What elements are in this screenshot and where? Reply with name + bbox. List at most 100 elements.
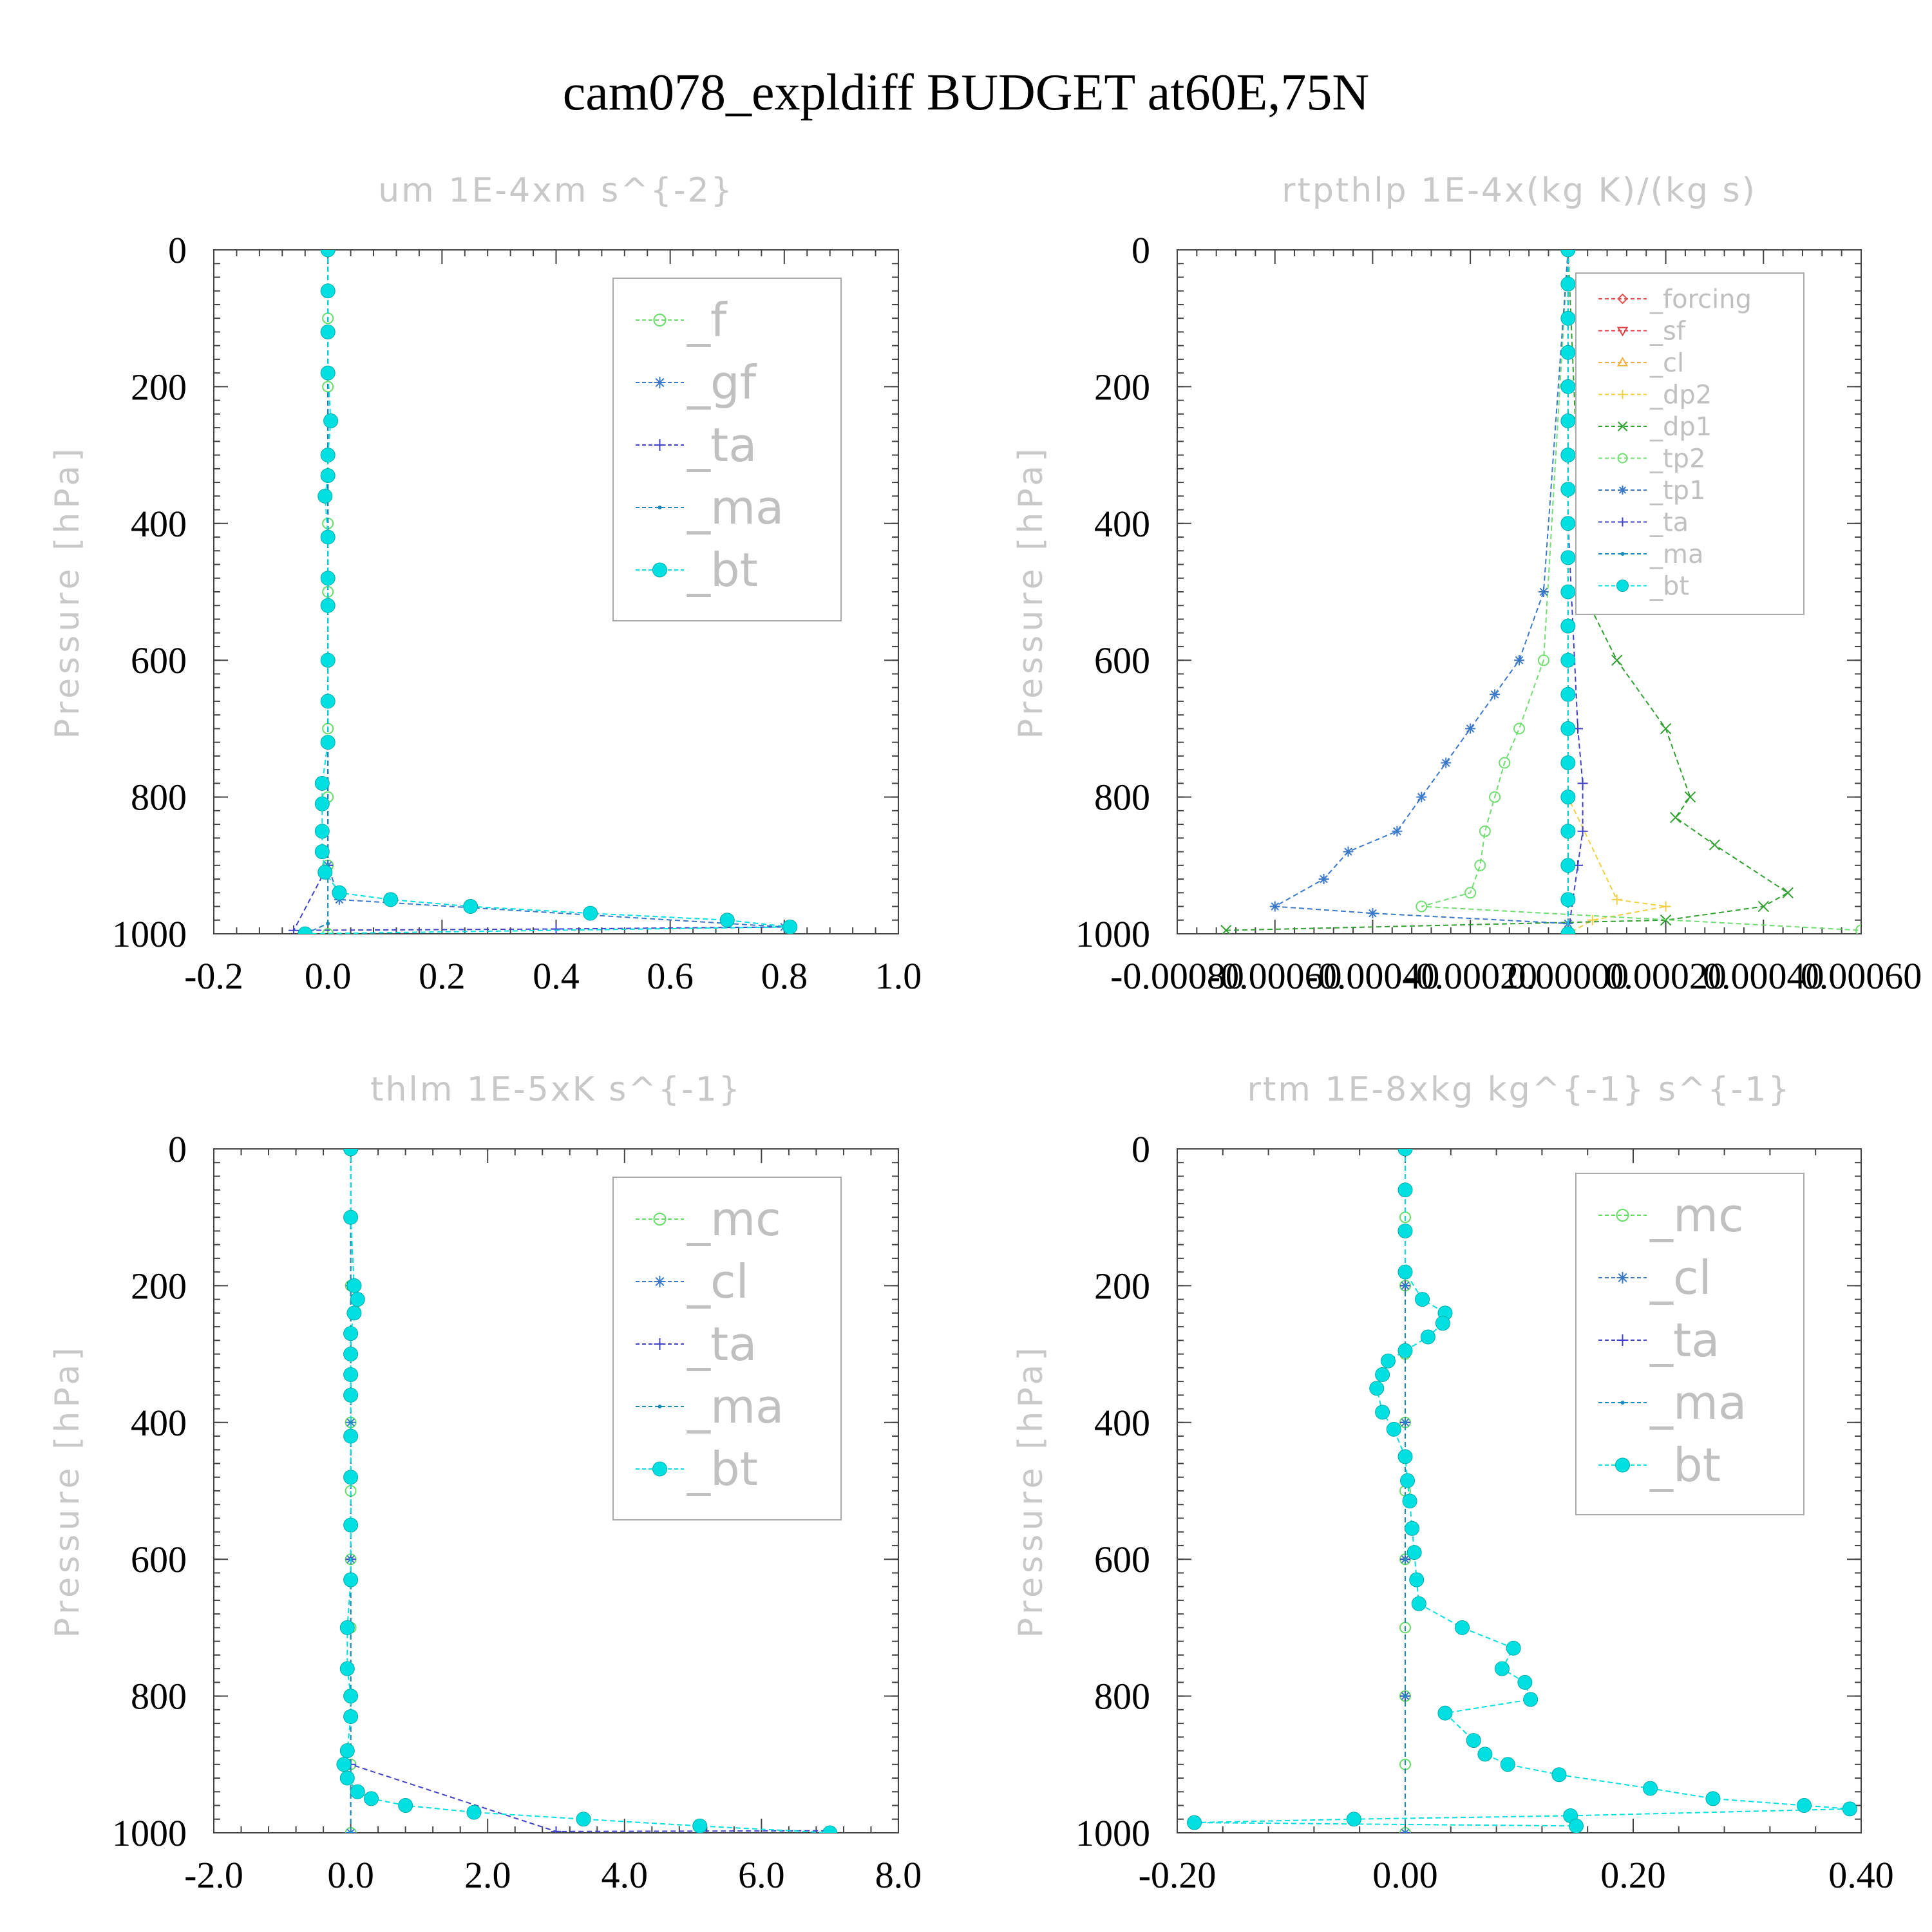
data-point bbox=[321, 571, 335, 585]
data-point bbox=[340, 1771, 354, 1785]
data-point bbox=[315, 824, 329, 838]
data-point bbox=[1561, 243, 1575, 257]
legend-label: _ta bbox=[1649, 1313, 1719, 1367]
y-tick-label: 0 bbox=[168, 1128, 187, 1170]
data-point bbox=[318, 865, 332, 879]
x-tick-label: -0.20 bbox=[1139, 1854, 1217, 1896]
series-line bbox=[1275, 250, 1568, 923]
data-point bbox=[1514, 723, 1524, 734]
data-point bbox=[1524, 1692, 1538, 1707]
legend-label: _cl bbox=[1649, 1251, 1712, 1305]
legend-marker bbox=[1621, 552, 1625, 556]
legend-marker bbox=[654, 377, 666, 388]
y-tick-label: 0 bbox=[168, 229, 187, 271]
y-tick-label: 1000 bbox=[112, 1812, 187, 1854]
data-point bbox=[340, 1744, 354, 1758]
data-point bbox=[340, 1662, 354, 1676]
data-point bbox=[347, 1306, 361, 1320]
y-axis-label: Pressure [hPa] bbox=[48, 1344, 87, 1638]
data-point bbox=[1270, 902, 1280, 912]
data-point bbox=[1783, 887, 1793, 898]
data-point bbox=[344, 1573, 358, 1587]
data-point bbox=[1561, 551, 1575, 565]
y-tick-label: 1000 bbox=[1075, 1812, 1150, 1854]
data-point bbox=[1561, 756, 1575, 770]
data-point bbox=[1661, 902, 1671, 912]
panel-title: rtpthlp 1E-4x(kg K)/(kg s) bbox=[1282, 171, 1757, 210]
panel-3: thlm 1E-5xK s^{-1}Pressure [hPa]02004006… bbox=[48, 1070, 922, 1896]
x-tick-label: 2.0 bbox=[464, 1854, 511, 1896]
data-point bbox=[1367, 908, 1378, 918]
data-point bbox=[1561, 516, 1575, 531]
data-point bbox=[720, 913, 734, 927]
data-point bbox=[344, 1709, 358, 1723]
legend-marker bbox=[1616, 1458, 1630, 1472]
data-point bbox=[1410, 1573, 1424, 1587]
x-tick-label: 0.6 bbox=[647, 955, 694, 997]
data-point bbox=[1381, 1354, 1395, 1368]
data-point bbox=[344, 1689, 358, 1703]
data-point bbox=[1407, 1546, 1421, 1560]
data-point bbox=[344, 1327, 358, 1341]
data-point bbox=[340, 1620, 354, 1634]
x-tick-label: 8.0 bbox=[875, 1854, 922, 1896]
y-tick-label: 800 bbox=[131, 1676, 187, 1718]
data-point bbox=[1490, 689, 1500, 699]
data-point bbox=[1561, 790, 1575, 804]
data-point bbox=[321, 653, 335, 667]
data-point bbox=[1403, 1494, 1417, 1508]
y-tick-label: 600 bbox=[131, 1539, 187, 1580]
panel-2: rtpthlp 1E-4x(kg K)/(kg s) Pressure [hPa]… bbox=[1012, 171, 1922, 997]
data-point bbox=[324, 414, 338, 428]
data-point bbox=[349, 1831, 353, 1835]
data-point bbox=[1561, 311, 1575, 325]
data-point bbox=[1188, 1815, 1202, 1830]
data-point bbox=[332, 886, 346, 900]
data-point bbox=[1412, 1596, 1426, 1611]
series-cl bbox=[346, 1144, 356, 1838]
data-point bbox=[1421, 1330, 1435, 1344]
data-point bbox=[321, 694, 335, 708]
data-point bbox=[1561, 893, 1575, 907]
x-tick-label: -0.2 bbox=[184, 955, 243, 997]
data-point bbox=[321, 284, 335, 298]
x-tick-label: 0.20 bbox=[1600, 1854, 1666, 1896]
data-point bbox=[1561, 858, 1575, 873]
x-tick-label: 0.8 bbox=[761, 955, 808, 997]
data-point bbox=[467, 1805, 481, 1819]
data-point bbox=[1612, 895, 1622, 905]
y-axis-label: Pressure [hPa] bbox=[1012, 445, 1050, 739]
data-point bbox=[1842, 1802, 1857, 1816]
data-point bbox=[1561, 653, 1575, 667]
y-tick-label: 800 bbox=[131, 777, 187, 819]
data-point bbox=[1578, 778, 1588, 788]
legend-label: _cl bbox=[687, 1255, 749, 1309]
legend-label: _tp2 bbox=[1649, 444, 1706, 474]
data-point bbox=[1455, 1620, 1470, 1634]
data-point bbox=[1416, 792, 1426, 802]
data-point bbox=[344, 1142, 358, 1156]
y-tick-label: 600 bbox=[1094, 1539, 1150, 1580]
legend-marker bbox=[1618, 486, 1627, 495]
data-point bbox=[551, 924, 562, 934]
data-point bbox=[1569, 1819, 1584, 1833]
series-tp1 bbox=[1270, 245, 1573, 929]
y-axis-label: Pressure [hPa] bbox=[1012, 1344, 1050, 1638]
y-tick-label: 0 bbox=[1132, 1128, 1150, 1170]
data-point bbox=[1612, 655, 1622, 665]
data-point bbox=[1343, 847, 1354, 857]
data-point bbox=[1561, 619, 1575, 633]
data-point bbox=[337, 1757, 351, 1772]
y-tick-label: 800 bbox=[1094, 1676, 1150, 1718]
data-point bbox=[1403, 1283, 1407, 1287]
x-tick-label: 0.0 bbox=[305, 955, 352, 997]
data-point bbox=[1506, 1641, 1520, 1655]
legend-label: _mc bbox=[1649, 1188, 1744, 1242]
data-point bbox=[1709, 840, 1719, 850]
data-point bbox=[1561, 687, 1575, 701]
y-tick-label: 800 bbox=[1094, 777, 1150, 819]
x-tick-label: -2.0 bbox=[184, 1854, 243, 1896]
data-point bbox=[1376, 1367, 1390, 1381]
x-tick-label: 1.0 bbox=[875, 955, 922, 997]
